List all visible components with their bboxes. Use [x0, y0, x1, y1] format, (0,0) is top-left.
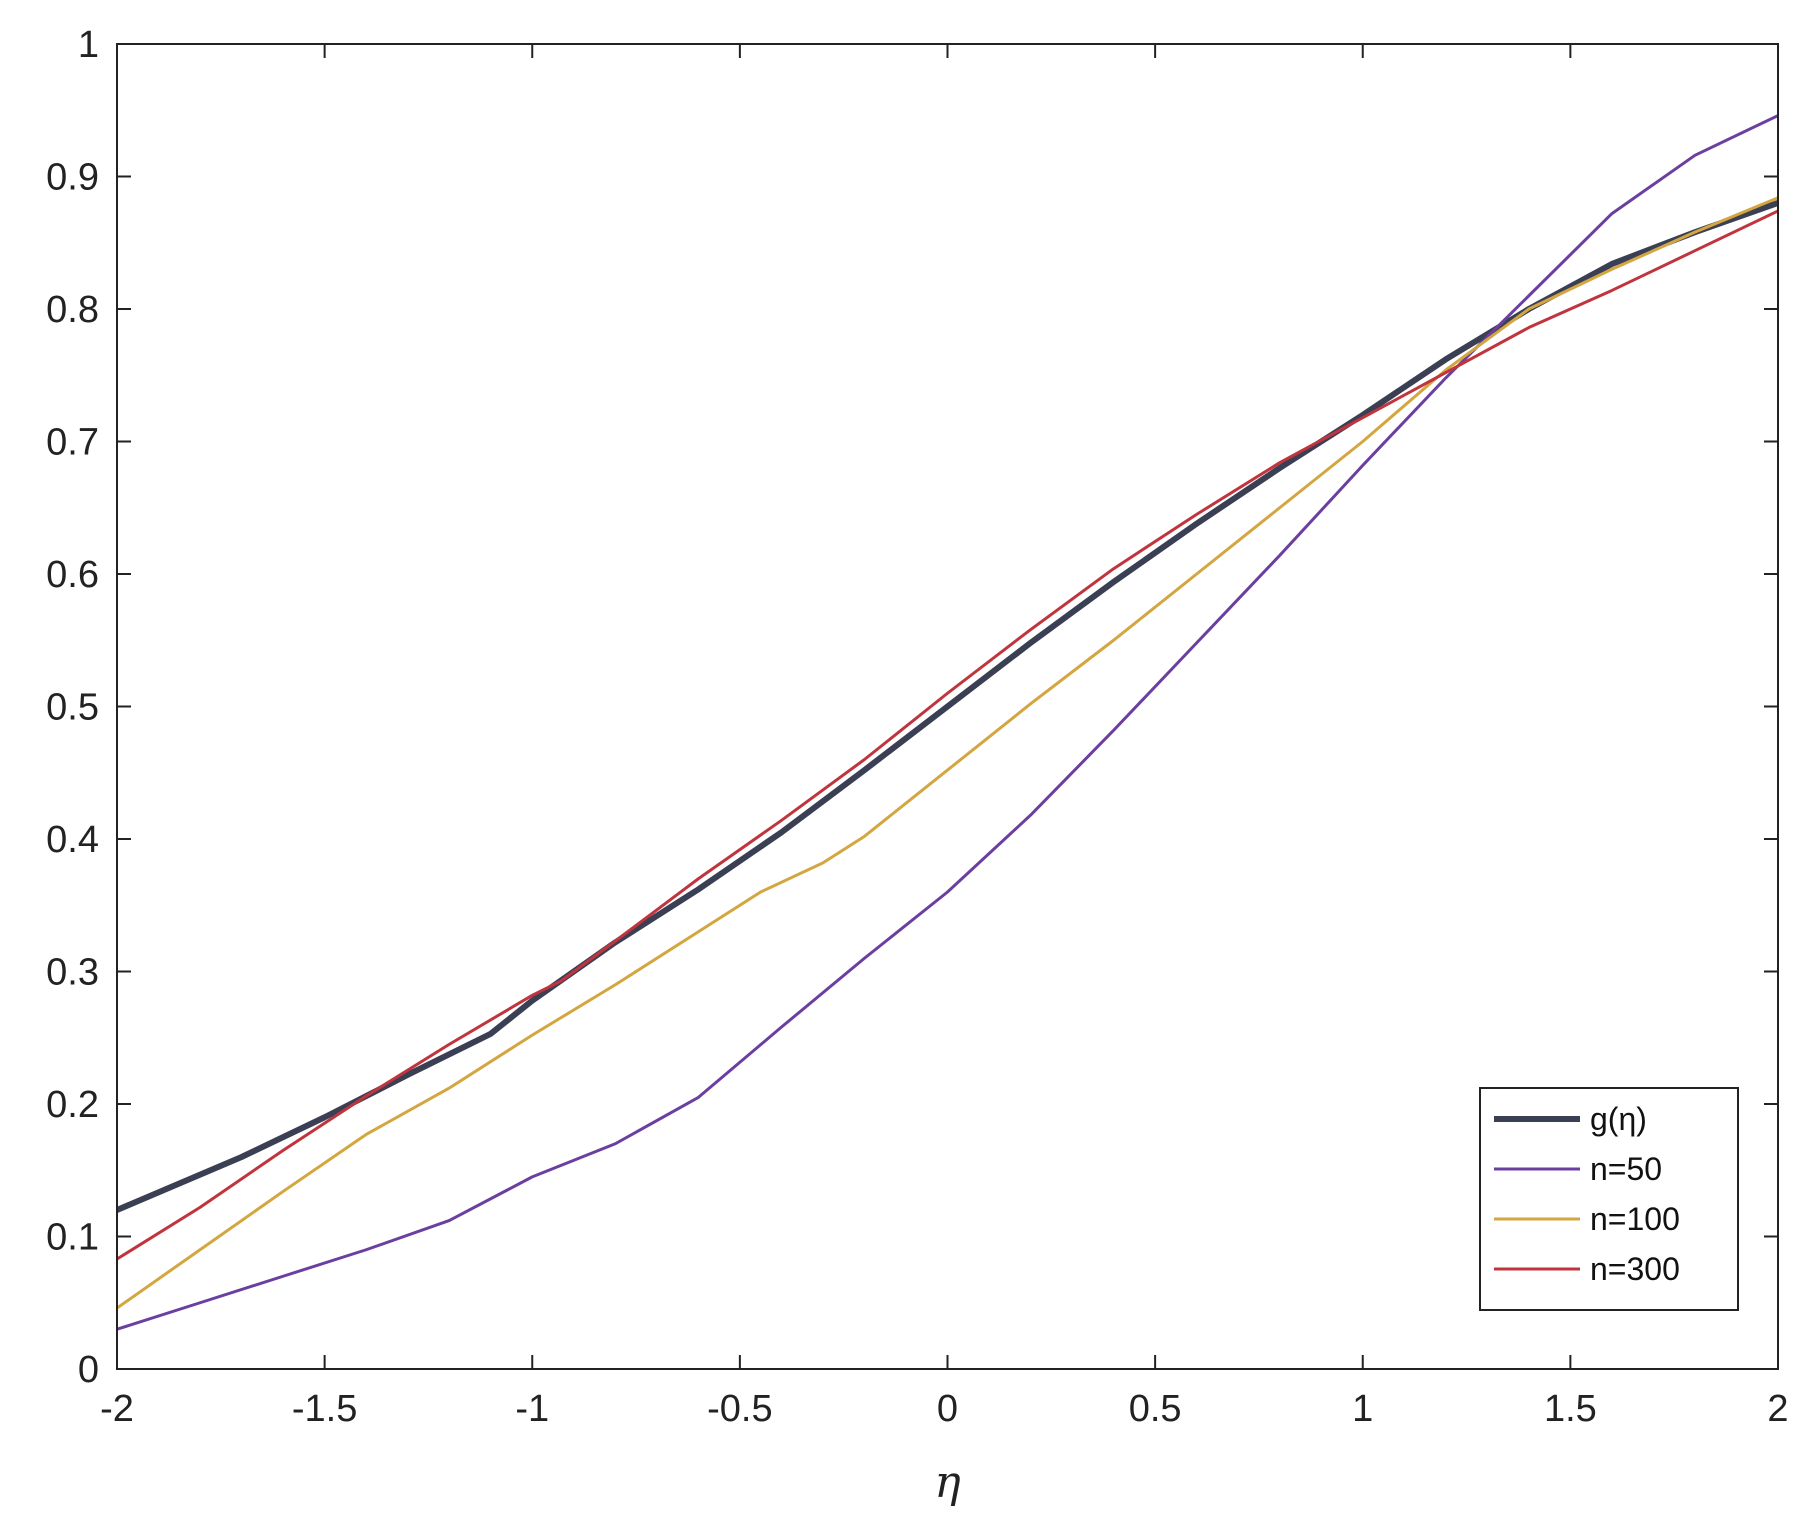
legend-label-4: n=300	[1590, 1251, 1680, 1287]
x-tick-label: -1	[515, 1388, 549, 1430]
legend: g(η) n=50 n=100 n=300	[1479, 1087, 1739, 1311]
y-tick-label: 0.3	[46, 952, 99, 994]
y-tick-label: 0.6	[46, 554, 99, 596]
series-line-1	[117, 200, 1778, 1213]
y-tick-label: 0.5	[46, 687, 99, 729]
series-line-3	[117, 196, 1778, 1310]
y-tick-label: 1	[78, 24, 99, 66]
y-tick-label: 0.4	[46, 819, 99, 861]
y-tick-label: 0.9	[46, 157, 99, 199]
legend-label-3: n=100	[1590, 1201, 1680, 1237]
y-tick-label: 0	[78, 1349, 99, 1391]
legend-label-2: n=50	[1590, 1151, 1662, 1187]
y-tick-label: 0.2	[46, 1084, 99, 1126]
x-tick-label: -0.5	[707, 1388, 772, 1430]
y-tick-label: 0.1	[46, 1217, 99, 1259]
y-tick-label: 0.7	[46, 422, 99, 464]
axis-tick-labels: -2 -1.5 -1 -0.5 0 0.5 1 1.5 2 0 0.1 0.2 0.3 0.4 0.5 0.6…	[46, 24, 1788, 1430]
series-line-2	[117, 114, 1778, 1331]
x-tick-label: 1	[1352, 1388, 1373, 1430]
axis-ticks	[116, 43, 1779, 1370]
y-tick-label: 0.8	[46, 289, 99, 331]
x-tick-label: 0	[937, 1388, 958, 1430]
x-tick-label: -1.5	[292, 1388, 357, 1430]
legend-label-1: g(η)	[1590, 1101, 1647, 1137]
x-tick-label: 1.5	[1544, 1388, 1597, 1430]
series-line-4	[117, 209, 1778, 1261]
x-axis-title: η	[934, 1457, 960, 1508]
legend-box	[1479, 1087, 1739, 1311]
x-tick-label: 0.5	[1129, 1388, 1182, 1430]
x-tick-label: -2	[100, 1388, 134, 1430]
x-tick-label: 2	[1767, 1388, 1788, 1430]
plot-lines	[117, 114, 1778, 1331]
